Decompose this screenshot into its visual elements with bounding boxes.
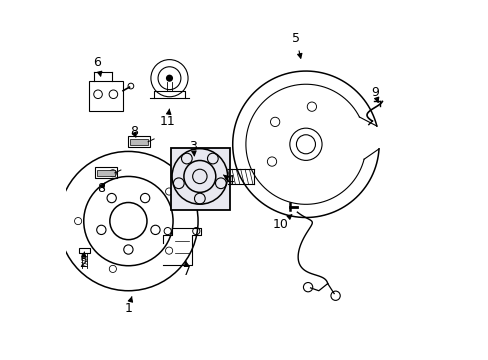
Text: 10: 10 (272, 215, 291, 231)
Text: 11: 11 (160, 109, 175, 127)
Text: 3: 3 (189, 140, 197, 156)
Bar (89, 81, 123, 111)
Bar (128, 136, 149, 147)
Bar (97, 170, 115, 176)
Bar (171, 148, 230, 210)
Bar (79, 248, 90, 252)
Text: 2: 2 (79, 252, 87, 270)
Bar (130, 139, 148, 145)
Text: 9: 9 (370, 86, 378, 102)
Text: 7: 7 (183, 261, 191, 278)
Circle shape (165, 75, 173, 82)
Text: 6: 6 (93, 55, 102, 76)
Text: 8: 8 (129, 125, 138, 138)
Text: 1: 1 (124, 297, 132, 315)
Text: 8: 8 (97, 182, 105, 195)
Bar (95, 167, 116, 178)
Text: 4: 4 (223, 174, 234, 186)
Text: 5: 5 (292, 32, 301, 58)
